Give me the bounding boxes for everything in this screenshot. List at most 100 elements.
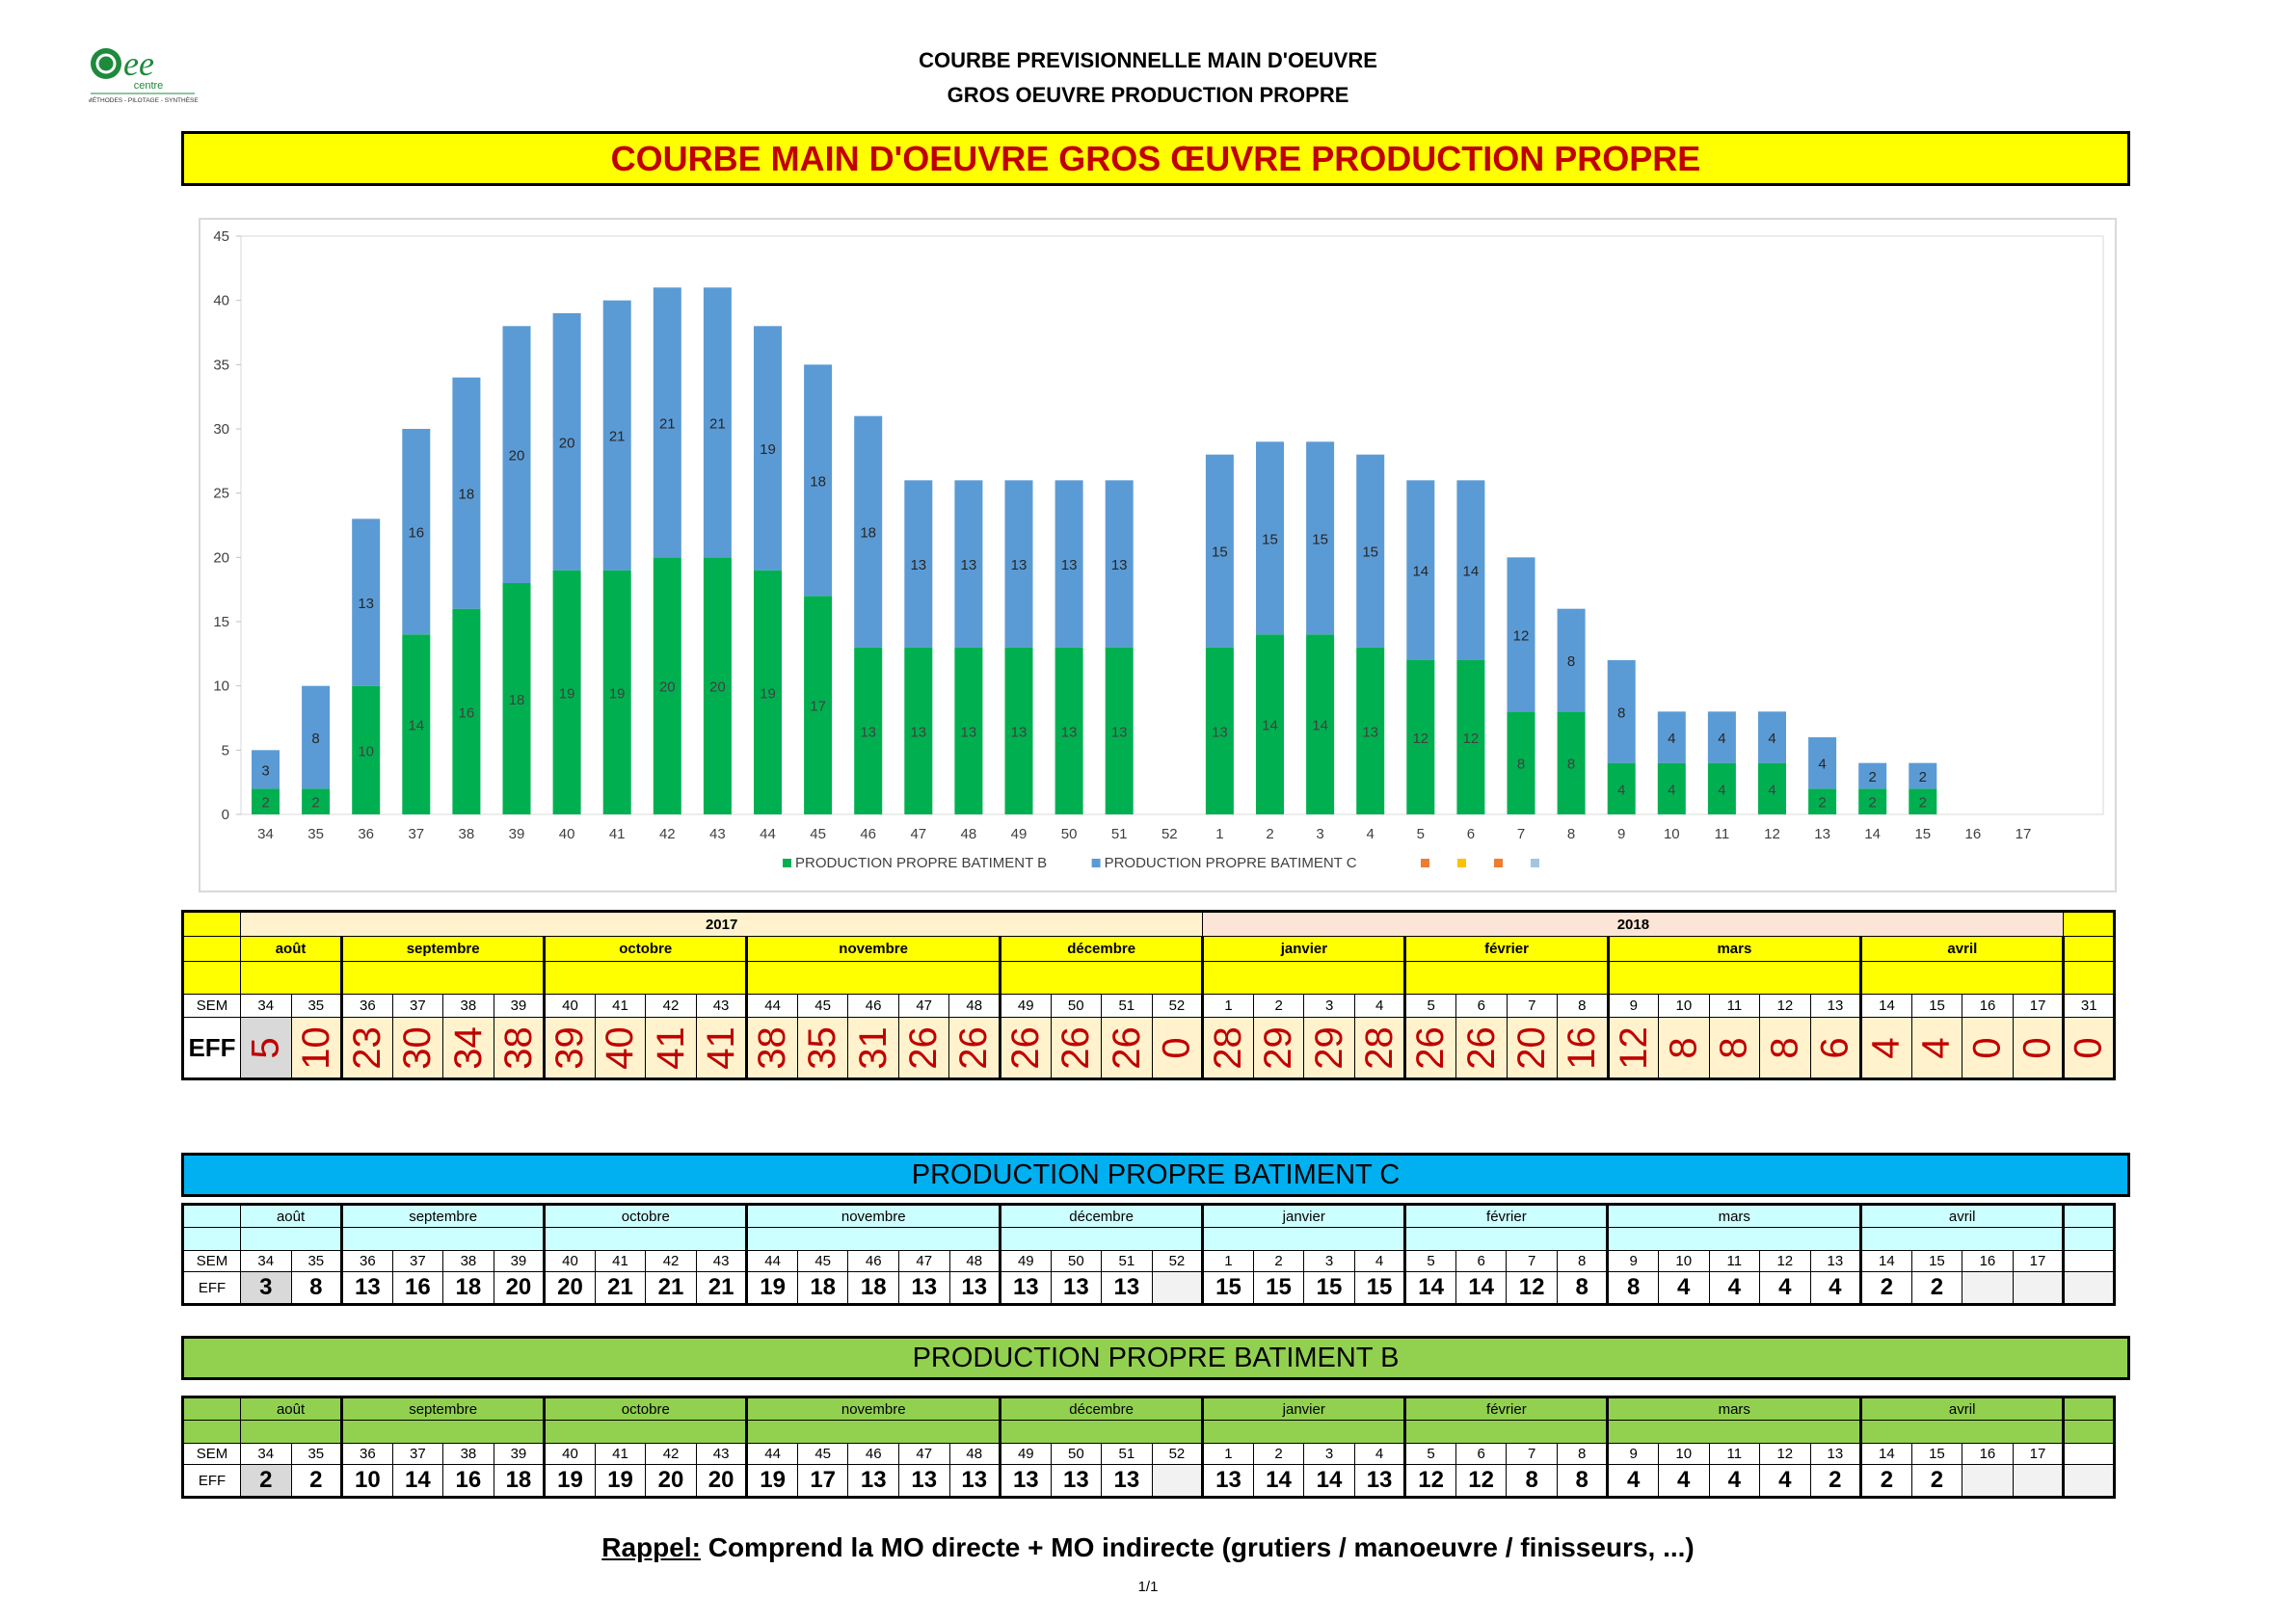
- eff-value: 13: [1000, 1464, 1052, 1499]
- month-header: mars: [1607, 936, 1863, 962]
- eff-value-text: 38: [751, 1025, 794, 1070]
- week-number: 2: [1252, 1443, 1305, 1465]
- eff-value: 4: [1708, 1464, 1761, 1499]
- eff-value: 4: [1657, 1464, 1710, 1499]
- month-corner: [181, 936, 241, 962]
- week-number: 36: [341, 1250, 393, 1272]
- week-number: 43: [695, 1443, 749, 1465]
- spacer-cell: [239, 961, 344, 995]
- spacer-cell: [1000, 1420, 1205, 1444]
- week-number: 37: [391, 1250, 444, 1272]
- bar-batiment-c: [1205, 454, 1234, 648]
- legend-swatch-empty: [1457, 859, 1466, 867]
- bar-batiment-b: [352, 685, 381, 814]
- bar-batiment-b: [1607, 762, 1636, 814]
- month-header: mars: [1607, 1203, 1863, 1228]
- eff-value: 23: [341, 1017, 393, 1080]
- bar-batiment-c: [1406, 480, 1435, 660]
- x-tick-label: 1: [1215, 826, 1223, 842]
- bar-batiment-c: [1456, 480, 1485, 660]
- logo-tagline: MÉTHODES - PILOTAGE - SYNTHÈSE: [89, 95, 199, 104]
- week-number: 38: [442, 1443, 494, 1465]
- eff-value: 18: [493, 1464, 547, 1499]
- eff-value: [1151, 1464, 1205, 1499]
- week-number: 47: [897, 994, 950, 1018]
- eff-value-text: 29: [1257, 1025, 1300, 1070]
- week-number: 35: [290, 994, 344, 1018]
- bar-batiment-b: [1557, 711, 1586, 814]
- eff-value: 14: [1303, 1464, 1355, 1499]
- eff-label: EFF: [181, 1271, 241, 1306]
- week-number: 46: [847, 1443, 899, 1465]
- eff-extra: [2063, 1271, 2116, 1306]
- eff-value-text: 39: [547, 1025, 591, 1070]
- bar-label-c: 3: [261, 762, 269, 779]
- eff-value: 15: [1353, 1271, 1407, 1306]
- week-number: 36: [341, 1443, 393, 1465]
- x-tick-label: 8: [1567, 826, 1575, 842]
- eff-value-text: 38: [496, 1025, 540, 1070]
- eff-value: 14: [391, 1464, 444, 1499]
- year-2017: 2017: [239, 910, 1204, 937]
- bar-label-b: 13: [1111, 724, 1128, 740]
- week-number: 41: [594, 1443, 647, 1465]
- spacer-cell: [1860, 1420, 2066, 1444]
- week-number: 7: [1506, 994, 1559, 1018]
- eff-value-text: 0: [2067, 1036, 2110, 1059]
- x-tick-label: 41: [609, 826, 626, 842]
- month-header: février: [1404, 1396, 1610, 1421]
- bar-label-b: 13: [1061, 724, 1078, 740]
- eff-value: 13: [847, 1464, 899, 1499]
- eff-value-text: 4: [1865, 1036, 1908, 1059]
- month-header: septembre: [341, 936, 547, 962]
- bar-label-c: 18: [810, 473, 826, 490]
- bar-label-b: 2: [1869, 795, 1877, 812]
- spacer-extra: [2063, 961, 2116, 995]
- bar-label-c: 21: [659, 415, 676, 432]
- eff-value: 4: [1759, 1464, 1811, 1499]
- bar-batiment-b: [1657, 762, 1686, 814]
- month-header: novembre: [746, 1203, 1002, 1228]
- x-tick-label: 2: [1266, 826, 1273, 842]
- bar-batiment-c: [854, 415, 883, 648]
- bar-label-c: 13: [961, 557, 977, 573]
- bar-label-c: 8: [311, 731, 319, 747]
- week-number: 50: [1050, 1250, 1103, 1272]
- month-header: août: [239, 1203, 344, 1228]
- eff-value: 38: [746, 1017, 798, 1080]
- week-number: 51: [1101, 1250, 1153, 1272]
- bar-batiment-c: [1808, 737, 1837, 789]
- eff-value: 18: [796, 1271, 849, 1306]
- eff-value: 29: [1252, 1017, 1305, 1080]
- week-number: 52: [1151, 1443, 1205, 1465]
- x-tick-label: 6: [1467, 826, 1475, 842]
- legend-swatch-empty: [1421, 859, 1429, 867]
- week-number: 45: [796, 1250, 849, 1272]
- eff-value: 10: [341, 1464, 393, 1499]
- bar-batiment-c: [1507, 557, 1535, 712]
- eff-value: 29: [1303, 1017, 1355, 1080]
- eff-value-text: 35: [801, 1025, 844, 1070]
- week-number: 37: [391, 1443, 444, 1465]
- legend-label: PRODUCTION PROPRE BATIMENT B: [795, 855, 1047, 871]
- week-number: 31: [2063, 994, 2116, 1018]
- eff-value: 2: [1910, 1464, 1963, 1499]
- y-tick-label: 15: [213, 614, 229, 630]
- week-number: 15: [1910, 994, 1963, 1018]
- spacer-cell: [341, 1227, 547, 1251]
- week-number: 6: [1455, 1443, 1508, 1465]
- bar-batiment-b: [653, 557, 681, 814]
- footnote-text: Comprend la MO directe + MO indirecte (g…: [700, 1532, 1695, 1562]
- bar-label-c: 18: [860, 525, 876, 542]
- week-number: 8: [1556, 1250, 1610, 1272]
- eff-value: 8: [1708, 1017, 1761, 1080]
- week-number: 44: [746, 1443, 798, 1465]
- bar-label-b: 12: [1412, 731, 1428, 747]
- bar-batiment-c: [904, 480, 933, 648]
- week-number: 9: [1607, 994, 1660, 1018]
- eff-value-text: 26: [1459, 1025, 1503, 1070]
- logo-word: centre: [134, 80, 164, 92]
- eff-value: 13: [1202, 1464, 1254, 1499]
- eff-value: 15: [1252, 1271, 1305, 1306]
- month-header: avril: [1860, 1203, 2066, 1228]
